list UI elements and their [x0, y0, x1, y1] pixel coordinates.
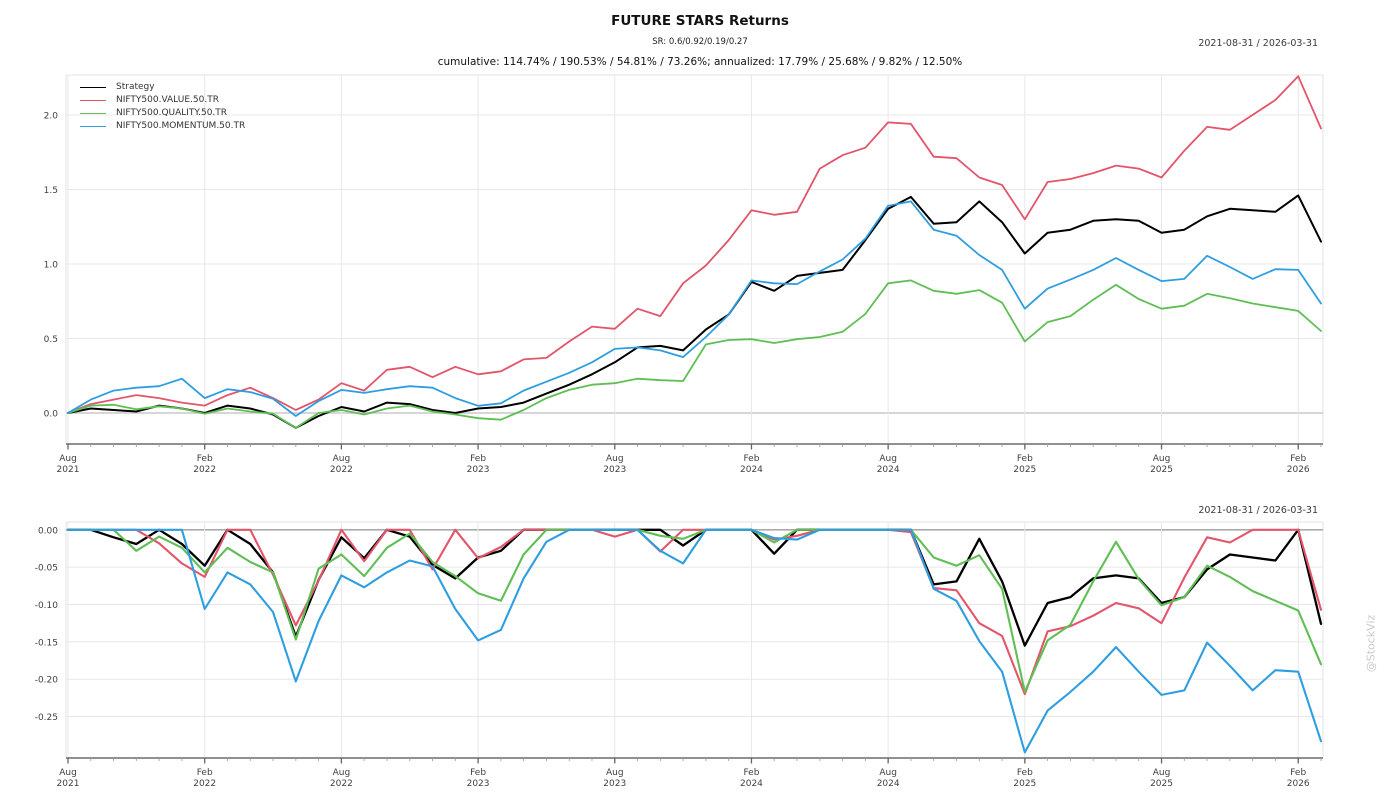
stockviz-watermark: @StockViz	[1364, 614, 1378, 673]
svg-text:0.00: 0.00	[38, 526, 58, 536]
svg-text:1.5: 1.5	[44, 186, 58, 196]
svg-text:0.0: 0.0	[44, 410, 59, 420]
svg-text:Aug: Aug	[606, 768, 624, 778]
svg-text:2022: 2022	[193, 465, 216, 475]
svg-text:Aug: Aug	[606, 454, 624, 464]
svg-text:Feb: Feb	[470, 454, 486, 464]
svg-text:-0.20: -0.20	[35, 676, 59, 686]
svg-text:Feb: Feb	[743, 454, 759, 464]
sharpe-ratio-subtitle: SR: 0.6/0.92/0.19/0.27	[652, 37, 748, 47]
svg-text:2026: 2026	[1287, 779, 1310, 789]
svg-text:2021: 2021	[57, 465, 80, 475]
legend-item-momentum: NIFTY500.MOMENTUM.50.TR	[80, 120, 245, 133]
svg-text:Aug: Aug	[59, 454, 77, 464]
legend-label: NIFTY500.MOMENTUM.50.TR	[116, 121, 246, 131]
strategy-line-swatch	[80, 87, 106, 88]
svg-text:2023: 2023	[603, 465, 626, 475]
svg-text:2024: 2024	[877, 779, 900, 789]
svg-text:2.0: 2.0	[44, 111, 59, 121]
svg-text:-0.15: -0.15	[35, 638, 58, 648]
momentum-line-swatch	[80, 126, 106, 127]
page-title: FUTURE STARS Returns	[611, 13, 789, 29]
returns-summary: cumulative: 114.74% / 190.53% / 54.81% /…	[437, 56, 963, 68]
svg-text:2023: 2023	[603, 779, 626, 789]
svg-text:2024: 2024	[877, 465, 900, 475]
svg-text:2025: 2025	[1150, 465, 1173, 475]
svg-text:Feb: Feb	[197, 768, 213, 778]
svg-text:2025: 2025	[1013, 779, 1036, 789]
svg-text:0.5: 0.5	[44, 335, 58, 345]
svg-text:Feb: Feb	[470, 768, 486, 778]
legend-item-strategy: Strategy	[80, 81, 245, 94]
svg-text:Aug: Aug	[59, 768, 77, 778]
svg-text:-0.25: -0.25	[35, 713, 58, 723]
svg-text:2022: 2022	[193, 779, 216, 789]
svg-text:Feb: Feb	[1017, 454, 1033, 464]
date-range-top: 2021-08-31 / 2026-03-31	[1198, 38, 1318, 49]
svg-text:2022: 2022	[330, 465, 353, 475]
svg-text:2022: 2022	[330, 779, 353, 789]
svg-text:Aug: Aug	[1153, 768, 1171, 778]
svg-text:2023: 2023	[467, 779, 490, 789]
legend: Strategy NIFTY500.VALUE.50.TR NIFTY500.Q…	[80, 81, 245, 133]
svg-text:Aug: Aug	[879, 454, 897, 464]
svg-text:1.0: 1.0	[44, 260, 59, 270]
svg-text:Feb: Feb	[1290, 768, 1306, 778]
svg-text:2025: 2025	[1150, 779, 1173, 789]
svg-text:Feb: Feb	[743, 768, 759, 778]
svg-text:2024: 2024	[740, 465, 763, 475]
quality-line-swatch	[80, 113, 106, 114]
svg-text:Feb: Feb	[1017, 768, 1033, 778]
svg-text:Aug: Aug	[333, 454, 351, 464]
legend-label: Strategy	[116, 82, 155, 92]
legend-item-value: NIFTY500.VALUE.50.TR	[80, 94, 245, 107]
svg-text:2025: 2025	[1013, 465, 1036, 475]
value-line-swatch	[80, 100, 106, 101]
svg-text:2021: 2021	[57, 779, 80, 789]
svg-text:Feb: Feb	[1290, 454, 1306, 464]
svg-text:2026: 2026	[1287, 465, 1310, 475]
date-range-bottom: 2021-08-31 / 2026-03-31	[1198, 505, 1318, 516]
svg-text:2023: 2023	[467, 465, 490, 475]
svg-text:Feb: Feb	[197, 454, 213, 464]
svg-text:-0.10: -0.10	[35, 601, 59, 611]
legend-label: NIFTY500.QUALITY.50.TR	[116, 108, 228, 118]
legend-label: NIFTY500.VALUE.50.TR	[116, 95, 219, 105]
svg-text:2024: 2024	[740, 779, 763, 789]
svg-text:Aug: Aug	[879, 768, 897, 778]
svg-text:-0.05: -0.05	[35, 564, 58, 574]
legend-item-quality: NIFTY500.QUALITY.50.TR	[80, 107, 245, 120]
svg-text:Aug: Aug	[333, 768, 351, 778]
svg-text:Aug: Aug	[1153, 454, 1171, 464]
